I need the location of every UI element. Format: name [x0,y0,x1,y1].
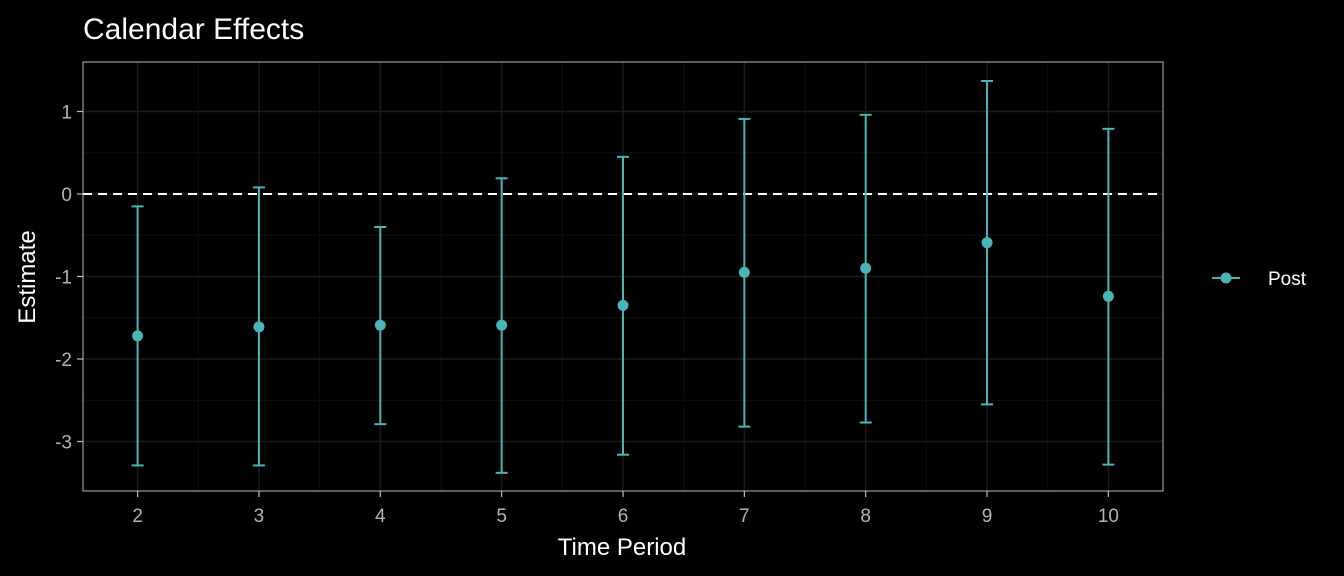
error-bar-x6 [617,155,629,456]
error-bar-x2 [131,205,144,467]
y-axis-ticks: -3 -2 -1 0 1 [55,103,83,454]
x-axis-ticks: 2 3 4 5 6 7 8 9 10 [132,491,1119,527]
estimate-point [496,319,508,331]
x-tick-label: 5 [496,506,507,527]
x-tick-label: 7 [739,506,750,527]
estimate-point [374,319,386,331]
estimate-point [738,266,750,278]
estimate-point [1102,290,1114,302]
estimate-point [981,237,993,249]
x-tick-label: 4 [375,506,386,527]
legend-item: Post [1212,269,1307,290]
error-bar-x7 [738,117,751,428]
x-tick-label: 8 [860,506,871,527]
x-tick-label: 6 [618,506,629,527]
legend-label: Post [1268,269,1307,290]
error-bar-x5 [495,177,508,474]
x-tick-label: 10 [1098,506,1119,527]
error-bar-x4 [374,226,387,426]
legend: Post [1212,269,1307,290]
error-bar-x9 [981,79,994,406]
y-tick-label: 1 [61,103,72,124]
x-tick-label: 3 [254,506,265,527]
estimate-point [860,262,872,274]
y-tick-label: -2 [55,350,72,371]
chart-title: Calendar Effects [83,13,304,46]
estimate-point [253,321,265,333]
estimate-point [617,299,629,311]
x-axis-title: Time Period [558,534,686,561]
y-tick-label: -3 [55,433,72,454]
estimate-point [132,330,144,342]
error-bar-series-post [131,79,1115,474]
x-tick-label: 9 [982,506,993,527]
y-axis-title: Estimate [14,230,41,323]
y-tick-label: 0 [61,185,72,206]
error-bar-x3 [252,186,265,467]
x-tick-label: 2 [132,506,143,527]
legend-key-point [1220,272,1232,284]
error-bar-x8 [859,113,872,424]
y-tick-label: -1 [55,268,72,289]
error-bar-x10 [1102,127,1115,466]
